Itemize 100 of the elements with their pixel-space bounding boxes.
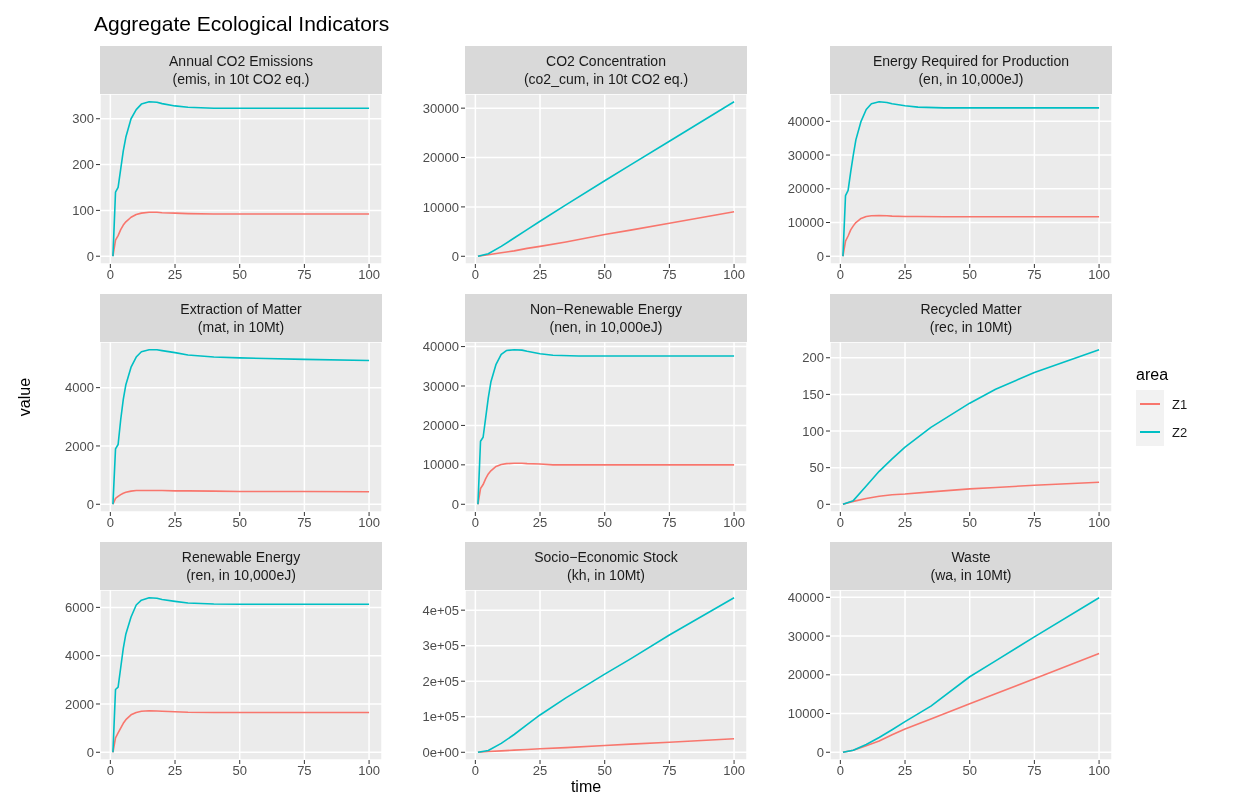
x-tick-label: 50: [597, 267, 612, 283]
y-tick-label: 0: [451, 248, 459, 264]
x-tick-label: 25: [532, 267, 548, 283]
y-axis-title: value: [16, 376, 34, 419]
y-tick-label: 40000: [787, 113, 824, 129]
x-tick-label: 0: [471, 763, 479, 779]
line-series: [842, 100, 1100, 258]
x-tick-label: 50: [232, 267, 247, 283]
y-tick-label: 4e+05: [422, 602, 459, 618]
x-tick-label: 25: [897, 267, 913, 283]
x-tick-label: 100: [1088, 515, 1110, 531]
chart-title: Socio−Economic Stock (kh, in 10Mt): [534, 548, 678, 584]
line-series: [112, 596, 370, 754]
x-axis-title: time: [569, 778, 603, 796]
y-tick-label: 20000: [787, 667, 824, 683]
y-tick-label: 2000: [65, 438, 94, 454]
y-tick-label: 2000: [65, 696, 94, 712]
line-series: [842, 596, 1100, 754]
line-series: [112, 348, 370, 506]
y-tick-label: 0: [816, 248, 824, 264]
x-tick-label: 50: [962, 763, 977, 779]
y-tick-label: 30000: [787, 628, 824, 644]
y-tick-label: 30000: [422, 100, 459, 116]
x-tick-label: 100: [358, 267, 380, 283]
line-series: [112, 489, 370, 506]
y-tick-label: 0: [816, 496, 824, 512]
x-tick-label: 100: [723, 763, 745, 779]
x-tick-label: 50: [597, 763, 612, 779]
y-tick-label: 200: [802, 350, 824, 366]
line-series: [112, 100, 370, 258]
x-tick-label: 25: [897, 763, 913, 779]
y-tick-label: 0: [451, 496, 459, 512]
y-tick-label: 0e+00: [422, 744, 459, 760]
x-tick-label: 75: [297, 763, 312, 779]
chart-title: Energy Required for Production (en, in 10,000eJ): [872, 52, 1070, 88]
y-tick-label: 100: [802, 423, 824, 439]
x-tick-label: 75: [662, 515, 677, 531]
y-tick-label: 2e+05: [422, 673, 459, 689]
y-tick-label: 0: [86, 744, 94, 760]
x-tick-label: 75: [662, 763, 677, 779]
legend-label: Z2: [1172, 424, 1188, 440]
chart-title: Waste (wa, in 10Mt): [930, 548, 1012, 584]
y-tick-label: 200: [72, 157, 94, 173]
x-tick-label: 75: [1027, 515, 1042, 531]
y-tick-label: 4000: [65, 648, 94, 664]
x-tick-label: 50: [962, 267, 977, 283]
chart-title: Recycled Matter (rec, in 10Mt): [920, 300, 1022, 336]
y-tick-label: 50: [809, 460, 824, 476]
x-tick-label: 25: [167, 515, 183, 531]
y-tick-label: 4000: [65, 380, 94, 396]
x-tick-label: 75: [297, 515, 312, 531]
x-tick-label: 100: [1088, 267, 1110, 283]
x-tick-label: 0: [106, 515, 114, 531]
y-tick-label: 100: [72, 203, 94, 218]
chart-title: Extraction of Matter (mat, in 10Mt): [180, 300, 302, 336]
y-tick-label: 10000: [787, 706, 824, 722]
legend-title: area: [1136, 366, 1170, 384]
y-tick-label: 0: [816, 744, 824, 760]
x-tick-label: 75: [1027, 267, 1042, 283]
y-tick-label: 30000: [422, 378, 459, 394]
x-tick-label: 100: [1088, 763, 1110, 779]
line-series: [477, 211, 735, 258]
chart-title: Annual CO2 Emissions (emis, in 10t CO2 eq.): [169, 52, 313, 88]
y-tick-label: 10000: [787, 215, 824, 231]
x-tick-label: 0: [836, 267, 844, 283]
line-series: [477, 596, 735, 754]
x-tick-label: 50: [232, 515, 247, 531]
y-tick-label: 10000: [422, 457, 459, 473]
y-tick-label: 0: [86, 496, 94, 512]
y-tick-label: 150: [802, 387, 824, 403]
y-tick-label: 3e+05: [422, 638, 459, 654]
y-tick-label: 20000: [422, 150, 459, 166]
x-tick-label: 100: [723, 515, 745, 531]
x-tick-label: 100: [358, 515, 380, 531]
x-tick-label: 75: [297, 267, 312, 283]
x-tick-label: 75: [1027, 763, 1042, 779]
y-tick-label: 40000: [787, 589, 824, 605]
x-tick-label: 100: [723, 267, 745, 283]
x-tick-label: 0: [106, 267, 114, 283]
x-tick-label: 0: [836, 763, 844, 779]
x-tick-label: 0: [836, 515, 844, 531]
y-tick-label: 6000: [65, 600, 94, 615]
line-series: [477, 100, 735, 258]
line-series: [477, 348, 735, 506]
x-tick-label: 50: [962, 515, 977, 531]
line-series: [842, 348, 1100, 506]
legend-label: Z1: [1172, 396, 1188, 412]
y-tick-label: 30000: [787, 147, 824, 163]
x-tick-label: 25: [167, 763, 183, 779]
y-tick-label: 20000: [787, 181, 824, 197]
x-tick-label: 25: [532, 763, 548, 779]
y-tick-label: 40000: [422, 339, 459, 355]
chart-title: Renewable Energy (ren, in 10,000eJ): [181, 548, 301, 584]
y-tick-label: 10000: [422, 199, 459, 215]
y-tick-label: 0: [86, 248, 94, 264]
x-tick-label: 0: [106, 763, 114, 779]
y-tick-label: 300: [72, 111, 94, 127]
x-tick-label: 50: [232, 763, 247, 779]
x-tick-label: 75: [662, 267, 677, 283]
x-tick-label: 0: [471, 515, 479, 531]
